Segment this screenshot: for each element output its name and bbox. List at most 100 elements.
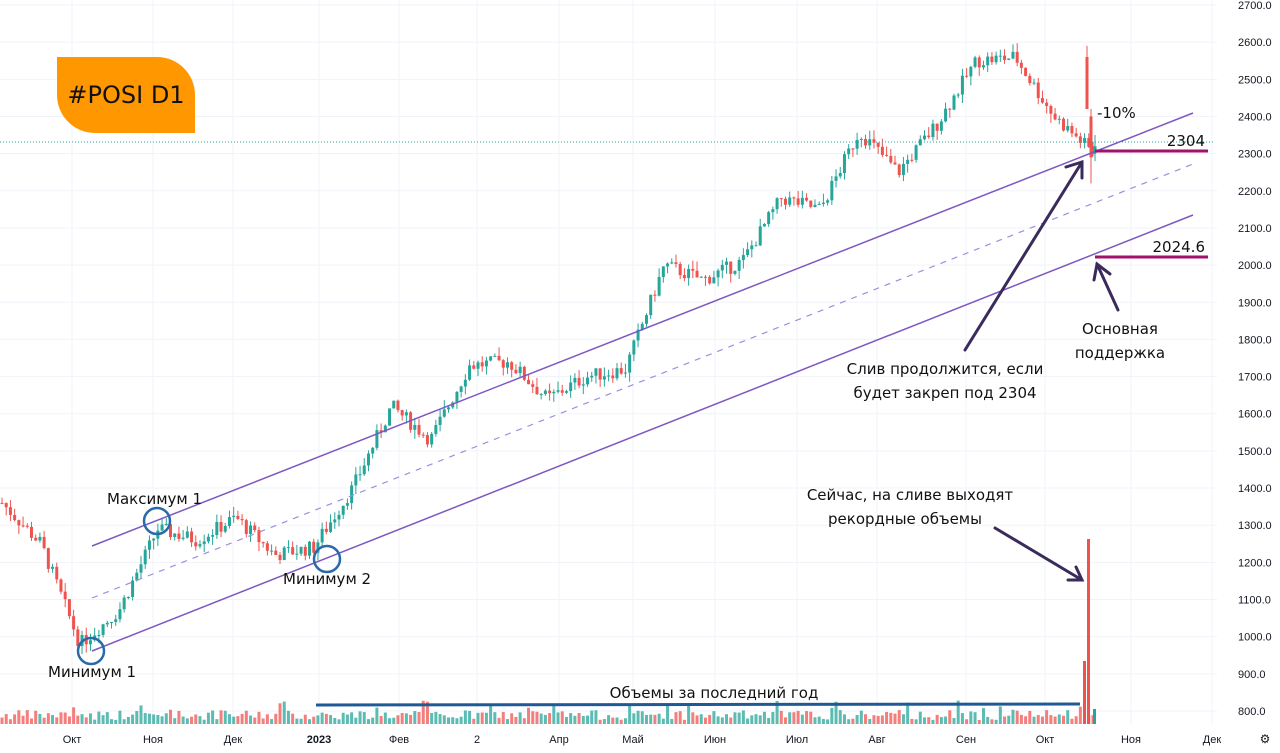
- candle: [649, 294, 653, 320]
- volume-bar: [695, 715, 699, 724]
- candle: [960, 68, 964, 104]
- candle: [548, 383, 552, 401]
- volume-bar: [417, 712, 421, 724]
- candle: [122, 595, 126, 613]
- x-tick-label: Июл: [786, 734, 808, 746]
- volume-bar: [564, 717, 568, 724]
- candle: [927, 127, 931, 139]
- volume-bar: [708, 714, 712, 724]
- volume-bar: [379, 716, 383, 724]
- volume-bar: [678, 711, 682, 724]
- channel-lower-line[interactable]: [91, 214, 1194, 652]
- candle: [708, 274, 712, 285]
- volume-bar: [939, 717, 943, 724]
- volume-bar: [202, 719, 206, 724]
- candle: [286, 540, 290, 553]
- candle: [729, 261, 733, 283]
- volume-bar: [914, 719, 918, 724]
- candle: [754, 241, 758, 247]
- volume-bar: [463, 710, 467, 724]
- candle: [425, 432, 429, 448]
- candle: [194, 535, 198, 551]
- candle: [720, 259, 724, 279]
- candle: [872, 130, 876, 149]
- volume-bar: [0, 717, 4, 724]
- volume-bars: [0, 539, 1096, 724]
- settings-gear-icon[interactable]: ⚙: [1260, 732, 1271, 746]
- volume-bar: [299, 718, 303, 724]
- volume-bar: [261, 718, 265, 724]
- candle: [893, 155, 897, 165]
- candle: [623, 363, 627, 378]
- volume-bar: [286, 710, 290, 724]
- volume-bar: [1093, 709, 1096, 724]
- breakdown-note-line1: Слив продолжится, если: [847, 360, 1044, 378]
- volume-bar: [1019, 714, 1023, 724]
- volume-bar: [211, 710, 215, 724]
- x-tick-label: Ноя: [143, 734, 163, 746]
- candle: [834, 169, 838, 188]
- volume-bar: [362, 712, 366, 724]
- volume-bar: [779, 710, 783, 724]
- volume-bar: [110, 719, 114, 724]
- x-tick-label: Сен: [956, 734, 976, 746]
- candle: [678, 261, 682, 280]
- time-axis[interactable]: Окт Ноя Дек 2023 Фев 2 Апр Май Июн Июл Авг Сен Окт Но…: [63, 734, 1222, 746]
- candle: [299, 546, 303, 556]
- volume-bar: [173, 718, 177, 724]
- candle: [598, 368, 602, 387]
- candle: [333, 512, 337, 529]
- volume-bar: [864, 714, 868, 724]
- volume-bar: [135, 711, 139, 724]
- volumes-now-note-line1: Сейчас, на сливе выходят: [807, 486, 1014, 504]
- candle: [51, 563, 55, 573]
- volume-bar: [400, 712, 404, 724]
- volume-bar: [682, 719, 686, 724]
- volume-bar: [1057, 714, 1061, 724]
- volume-bar: [88, 713, 92, 724]
- volume-bar: [510, 713, 514, 724]
- volume-bar: [539, 713, 543, 724]
- candle: [438, 409, 442, 432]
- volume-bar: [1007, 715, 1011, 724]
- volume-year-underline: [315, 702, 1081, 707]
- candle: [0, 497, 4, 505]
- volume-bar: [733, 712, 737, 724]
- candle: [931, 119, 935, 141]
- candle: [4, 502, 8, 516]
- arrow-to-volume-spike: [993, 526, 1085, 582]
- maximum-1-label: Максимум 1: [107, 490, 202, 508]
- volume-bar: [594, 710, 598, 724]
- arrow-to-2304: [963, 159, 1084, 352]
- price-axis[interactable]: 800.0 900.0 1000.0 1100.0 1200.0 1300.0 1400.0…: [1238, 0, 1272, 718]
- candle: [737, 256, 741, 279]
- candle: [190, 527, 194, 548]
- candle: [282, 546, 286, 561]
- volume-bar: [826, 719, 830, 724]
- candle: [67, 598, 71, 620]
- candle: [560, 384, 564, 396]
- volume-bar: [573, 715, 577, 724]
- channel-mid-line[interactable]: [91, 163, 1194, 599]
- volume-bar: [156, 714, 160, 724]
- candle: [674, 254, 678, 268]
- volume-bar: [489, 703, 493, 724]
- volume-bar: [666, 705, 670, 724]
- volume-bar: [291, 713, 295, 724]
- candle: [434, 419, 438, 437]
- candle: [46, 547, 50, 573]
- volume-bar: [771, 711, 775, 724]
- volume-bar: [577, 712, 581, 724]
- candle: [670, 258, 674, 265]
- volume-bar: [34, 710, 38, 724]
- volume-bar: [1070, 718, 1074, 724]
- volume-bar: [644, 714, 648, 724]
- candle: [261, 541, 265, 548]
- breakdown-note-line2: будет закреп под 2304: [853, 384, 1036, 402]
- candle: [442, 400, 446, 418]
- volume-bar: [548, 713, 552, 724]
- channel-upper-line[interactable]: [91, 112, 1194, 547]
- volume-bar: [274, 713, 278, 724]
- arrow-to-support: [1092, 261, 1120, 312]
